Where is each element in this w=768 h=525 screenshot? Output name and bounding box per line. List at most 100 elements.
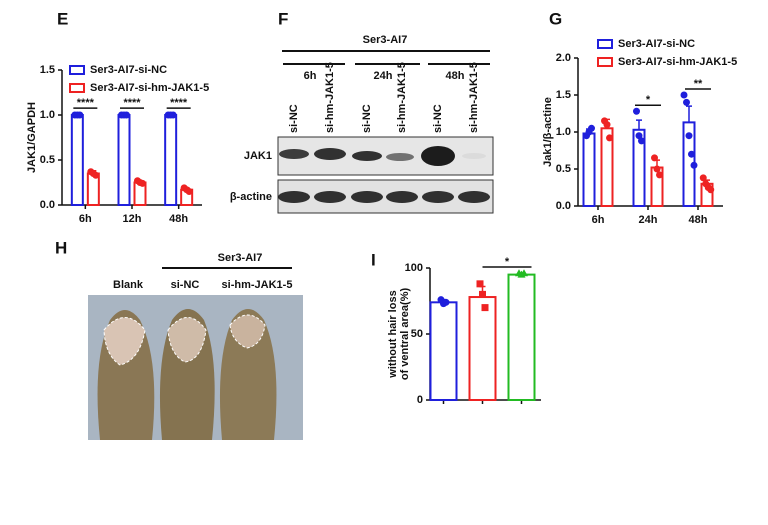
legend-label: Ser3-AI7-si-hm-JAK1-5: [618, 56, 737, 68]
error-bar: [686, 105, 692, 123]
photo-title: Ser3-AI7: [218, 252, 263, 264]
significance-label: **: [694, 78, 703, 90]
data-point: [442, 298, 450, 306]
bar: [70, 114, 84, 206]
mouse: [219, 309, 277, 440]
y-axis-label: without hair loss: [387, 290, 399, 378]
data-point: [680, 91, 688, 99]
mice: [97, 309, 277, 440]
y-tick-label: 0.5: [556, 163, 571, 175]
data-point: [699, 174, 707, 182]
blot-panel: F Ser3-AI7 6h 24h 48h si-NC si-hm-JAK1-5 s…: [230, 9, 494, 214]
x-tick-label: 48h: [169, 213, 188, 225]
y-tick-label: 0.0: [556, 200, 571, 212]
lane-label: si-hm-JAK1-5: [324, 62, 336, 133]
x-tick-label: 48h: [689, 214, 708, 226]
group-label: 48h: [446, 70, 465, 82]
blot-box: [277, 136, 494, 176]
group-label: si-hm-JAK1-5: [222, 279, 293, 291]
panel-label: G: [549, 9, 562, 28]
x-tick-label: 24h: [639, 214, 658, 226]
data-point: [169, 111, 177, 119]
lane-label: si-hm-JAK1-5: [396, 62, 408, 133]
data-point: [520, 269, 528, 277]
data-point: [92, 171, 100, 179]
legend-label: Ser3-AI7-si-hm-JAK1-5: [90, 82, 209, 94]
data-point: [139, 179, 146, 187]
y-tick-label: 0.0: [40, 199, 55, 211]
legend-swatch: [597, 39, 613, 49]
data-point: [606, 134, 613, 142]
data-point: [690, 161, 698, 169]
band: [462, 153, 486, 159]
data-point: [123, 111, 130, 119]
significance-label: *: [505, 256, 510, 268]
bar: [164, 114, 178, 206]
legend-label: Ser3-AI7-si-NC: [618, 38, 695, 50]
band: [278, 191, 310, 203]
band: [314, 191, 346, 203]
bar: [468, 296, 497, 402]
legend-swatch: [69, 65, 85, 75]
band: [421, 146, 455, 166]
bar: [429, 301, 458, 402]
y-tick-label: 1.0: [40, 109, 55, 121]
y-axis-label: Jak1/β-actine: [542, 97, 554, 167]
data-point: [635, 132, 643, 140]
band: [386, 153, 414, 161]
y-axis-label: of ventral area(%): [399, 288, 411, 381]
data-point: [603, 121, 611, 129]
bar: [117, 114, 131, 206]
x-tick-label: 6h: [79, 213, 92, 225]
y-tick-label: 0.5: [40, 154, 55, 166]
bar: [507, 273, 536, 402]
significance-label: ****: [77, 97, 95, 109]
data-point: [185, 188, 193, 195]
panel-label: I: [371, 250, 376, 269]
data-point: [588, 124, 595, 132]
data-point: [656, 171, 663, 179]
bar: [582, 132, 596, 207]
data-point: [653, 165, 661, 173]
y-axis-label: JAK1/GAPDH: [26, 102, 38, 173]
blot-box: [277, 179, 494, 214]
band: [351, 191, 383, 203]
legend-swatch: [69, 83, 85, 93]
lane-label: si-hm-JAK1-5: [468, 62, 480, 133]
y-tick-label: 50: [411, 328, 423, 340]
data-point: [707, 186, 715, 194]
band: [279, 149, 309, 159]
data-point: [633, 107, 640, 115]
y-tick-label: 2.0: [556, 52, 571, 64]
y-tick-label: 1.0: [556, 126, 571, 138]
group-label: 24h: [374, 70, 393, 82]
y-tick-label: 1.5: [556, 89, 571, 101]
group-label: 6h: [304, 70, 317, 82]
y-tick-label: 100: [405, 262, 423, 274]
data-point: [688, 150, 695, 158]
shaved-area: [229, 314, 266, 349]
y-tick-label: 0: [417, 394, 423, 406]
row-label: JAK1: [244, 150, 272, 162]
shaved-area: [103, 317, 146, 366]
data-point: [651, 154, 658, 162]
lane-label: si-NC: [288, 104, 300, 133]
data-point: [479, 290, 486, 298]
group-label: si-NC: [171, 279, 200, 291]
panel-label: E: [57, 9, 68, 28]
significance-label: ****: [170, 97, 188, 109]
panel-label: H: [55, 238, 67, 257]
band: [352, 151, 382, 161]
panel-label: F: [278, 9, 288, 28]
blot-title: Ser3-AI7: [363, 34, 408, 46]
data-point: [76, 111, 84, 119]
legend-label: Ser3-AI7-si-NC: [90, 64, 167, 76]
data-point: [683, 98, 690, 106]
data-point: [481, 304, 489, 312]
band: [422, 191, 454, 203]
significance-label: ****: [123, 97, 141, 109]
row-label: β-actine: [230, 191, 272, 203]
data-point: [638, 137, 645, 145]
data-point: [685, 132, 693, 140]
